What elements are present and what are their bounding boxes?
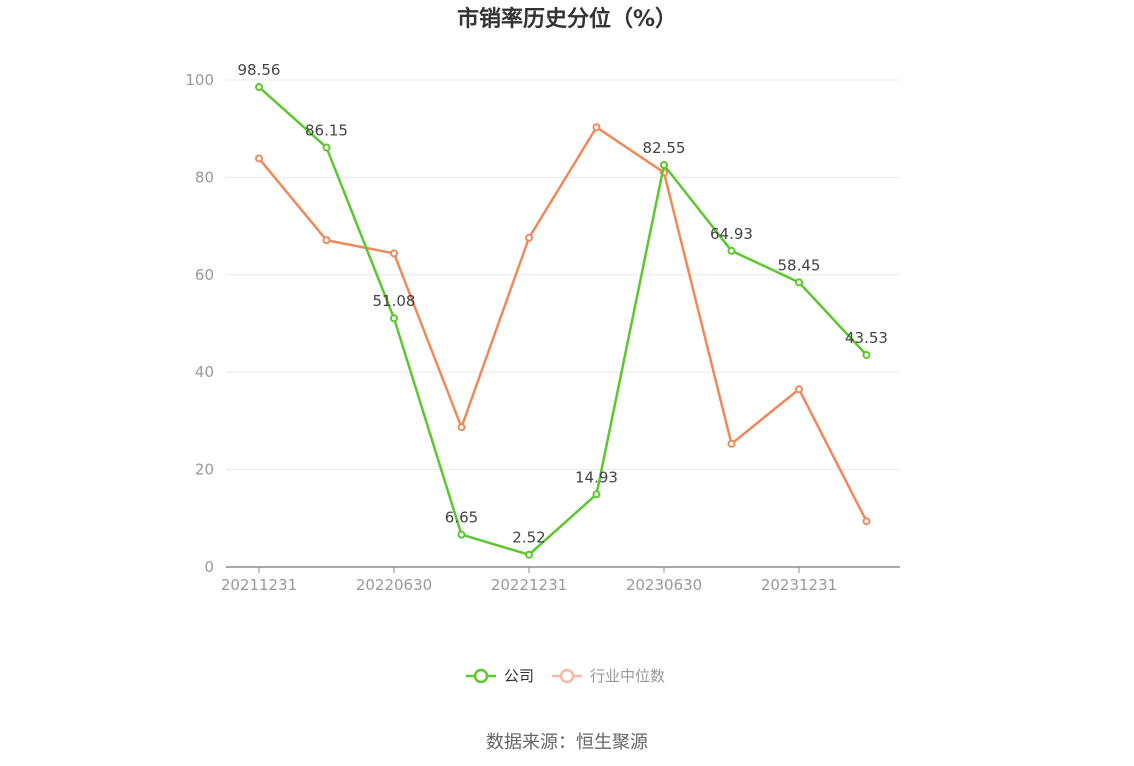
y-tick-label: 20	[195, 461, 214, 479]
data-labels: 98.56 86.15 51.08 6.65 2.52 14.93 82.55 64.93 58…	[238, 61, 888, 547]
legend-item-1[interactable]: 行业中位数	[552, 667, 665, 685]
legend[interactable]: 公司 行业中位数	[466, 667, 665, 685]
data-label: 64.93	[710, 225, 753, 243]
y-tick-label: 60	[195, 266, 214, 284]
y-axis: 0 20 40 60 80 100	[185, 71, 214, 576]
data-point[interactable]	[525, 550, 533, 559]
legend-marker	[473, 668, 489, 684]
data-point[interactable]	[727, 246, 736, 255]
x-tick-label: 20211231	[221, 576, 297, 594]
data-point[interactable]	[525, 233, 533, 242]
series-layer	[255, 83, 871, 559]
data-label: 51.08	[373, 292, 416, 310]
x-tick-label: 20230630	[626, 576, 702, 594]
source-note: 数据来源：恒生聚源	[486, 732, 648, 753]
x-tick-label: 20221231	[491, 576, 567, 594]
data-label: 82.55	[643, 139, 686, 157]
data-label: 58.45	[778, 256, 821, 274]
data-label: 43.53	[845, 329, 888, 347]
x-tick-label: 20231231	[761, 576, 837, 594]
series-line-1	[258, 125, 868, 522]
legend-marker	[559, 668, 575, 684]
data-point[interactable]	[795, 278, 803, 287]
data-point[interactable]	[592, 123, 601, 132]
x-tick-label: 20220630	[356, 576, 432, 594]
data-point[interactable]	[322, 143, 331, 152]
data-point[interactable]	[592, 490, 601, 499]
data-label: 86.15	[305, 121, 348, 139]
data-label: 14.93	[575, 468, 618, 486]
legend-label: 行业中位数	[590, 667, 665, 685]
data-point[interactable]	[795, 385, 803, 394]
data-point[interactable]	[390, 314, 398, 323]
data-label: 6.65	[445, 509, 478, 527]
legend-item-0[interactable]: 公司	[466, 667, 534, 685]
data-point[interactable]	[862, 351, 871, 360]
y-tick-label: 80	[195, 168, 214, 186]
y-tick-label: 100	[185, 71, 214, 89]
data-point[interactable]	[660, 160, 668, 169]
data-point[interactable]	[390, 249, 398, 258]
data-point[interactable]	[727, 439, 736, 448]
x-axis: 20211231 20220630 20221231 20230630 20231231	[221, 566, 900, 594]
data-label: 98.56	[238, 61, 281, 79]
series-line-0	[258, 86, 868, 556]
legend-label: 公司	[504, 667, 534, 685]
data-point[interactable]	[457, 423, 466, 432]
data-point[interactable]	[322, 236, 331, 245]
data-point[interactable]	[862, 517, 871, 526]
data-point[interactable]	[457, 530, 466, 539]
data-label: 2.52	[512, 529, 545, 547]
chart-title: 市销率历史分位（%）	[457, 6, 677, 32]
y-tick-label: 0	[204, 558, 214, 576]
y-tick-label: 40	[195, 363, 214, 381]
data-point[interactable]	[255, 154, 263, 163]
data-point[interactable]	[255, 83, 263, 92]
